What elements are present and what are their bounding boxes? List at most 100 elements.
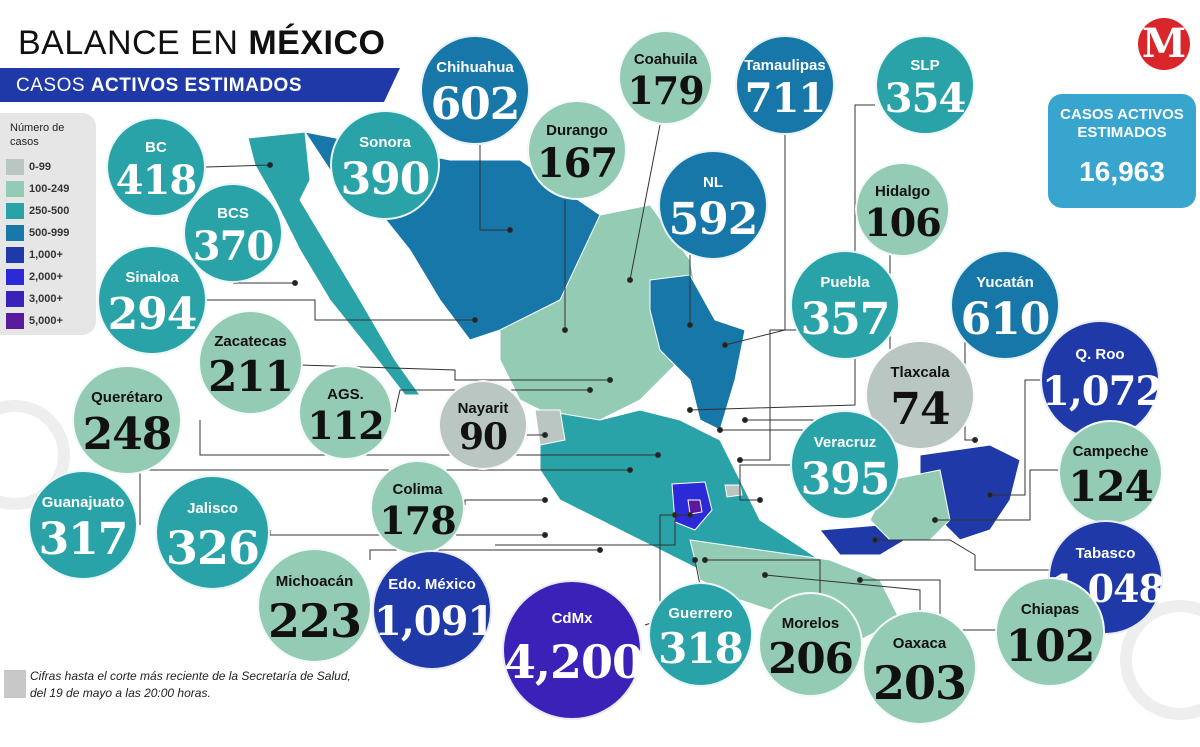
- legend-item: 5,000+: [6, 313, 63, 329]
- leader-line-oaxaca: [764, 574, 921, 610]
- state-name: Zacatecas: [214, 333, 287, 350]
- state-name: SLP: [910, 57, 940, 74]
- state-value: 318: [658, 624, 744, 673]
- state-value: 326: [165, 521, 260, 575]
- state-name: Campeche: [1072, 443, 1149, 460]
- leader-dot-veracruz: [757, 497, 763, 503]
- leader-dot-sinaloa: [472, 317, 478, 323]
- state-name: BC: [145, 139, 167, 156]
- state-name: Tlaxcala: [890, 364, 950, 381]
- state-name: Sinaloa: [125, 269, 179, 286]
- state-value: 211: [208, 352, 294, 401]
- state-bubble-hidalgo: Hidalgo 106: [855, 162, 950, 257]
- leader-line-zacatecas: [299, 364, 610, 381]
- page-title: BALANCE EN MÉXICO: [18, 24, 385, 63]
- state-name: Nayarit: [457, 400, 509, 417]
- leader-dot-bcs: [292, 280, 298, 286]
- state-value: 102: [1005, 621, 1096, 672]
- leader-dot-durango: [562, 327, 568, 333]
- state-value: 178: [379, 498, 456, 543]
- title-prefix: BALANCE EN: [18, 24, 239, 62]
- map-region-cdmx: [687, 499, 703, 515]
- state-value: 206: [768, 634, 854, 683]
- leader-dot-qroo: [987, 492, 993, 498]
- leader-dot-guerrero: [692, 557, 698, 563]
- state-bubble-chihuahua: Chihuahua 602: [420, 35, 530, 145]
- state-value: 602: [430, 79, 521, 130]
- state-value: 179: [627, 68, 704, 113]
- title-bold: MÉXICO: [248, 24, 386, 62]
- state-name: Guanajuato: [41, 494, 125, 511]
- state-name: Chiapas: [1020, 601, 1080, 618]
- leader-dot-guanajuato: [627, 467, 633, 473]
- state-value: 124: [1068, 462, 1154, 511]
- legend-swatch: [6, 269, 24, 285]
- state-name: Puebla: [820, 274, 870, 291]
- leader-dot-cdmx: [687, 512, 693, 518]
- leader-line-colima: [464, 499, 545, 505]
- leader-line-veracruz: [739, 464, 800, 501]
- map-region-baja: [247, 131, 421, 396]
- state-bubble-jalisco: Jalisco 326: [155, 475, 270, 590]
- state-bubble-michoacan: Michoacán 223: [257, 548, 372, 663]
- leader-line-edomex: [495, 515, 676, 546]
- leader-dot-queretaro: [655, 452, 661, 458]
- leader-line-chiapas: [860, 579, 1000, 631]
- state-value: 390: [340, 154, 431, 205]
- legend-swatch: [6, 313, 24, 329]
- legend-label: 1,000+: [29, 249, 63, 261]
- subtitle-bold: ACTIVOS ESTIMADOS: [90, 75, 302, 96]
- state-value: 223: [267, 594, 362, 648]
- state-name: Q. Roo: [1075, 346, 1125, 363]
- leader-dot-michoacan: [597, 547, 603, 553]
- leader-line-bc: [205, 164, 271, 168]
- leader-dot-zacatecas: [607, 377, 613, 383]
- leader-dot-puebla: [737, 457, 743, 463]
- state-name: Tamaulipas: [744, 57, 826, 74]
- leader-dot-slp: [687, 407, 693, 413]
- leader-line-qroo: [990, 379, 1040, 496]
- leader-line-michoacan: [369, 549, 600, 560]
- leader-dot-nl: [687, 322, 693, 328]
- state-value: 711: [744, 75, 827, 122]
- state-name: Hidalgo: [875, 183, 930, 200]
- state-bubble-ags: AGS. 112: [298, 365, 393, 460]
- state-name: Oaxaca: [892, 635, 947, 652]
- state-bubble-guerrero: Guerrero 318: [648, 582, 753, 687]
- total-cases-box: CASOS ACTIVOS ESTIMADOS 16,963: [1048, 94, 1196, 208]
- state-name: Michoacán: [275, 573, 354, 590]
- leader-line-morelos: [705, 559, 821, 595]
- state-bubble-queretaro: Querétaro 248: [72, 365, 182, 475]
- state-value: 317: [38, 514, 129, 565]
- subtitle-prefix: CASOS: [16, 75, 86, 96]
- state-bubble-cdmx: CdMx 4,200: [502, 580, 644, 720]
- legend-item: 2,000+: [6, 269, 63, 285]
- state-bubble-durango: Durango 167: [527, 100, 627, 200]
- state-bubble-bc: BC 418: [106, 117, 206, 217]
- legend-item: 500-999: [6, 225, 69, 241]
- state-bubble-bcs: BCS 370: [183, 183, 283, 283]
- legend-item: 250-500: [6, 203, 69, 219]
- total-cases-value: 16,963: [1079, 156, 1165, 187]
- state-bubble-oaxaca: Oaxaca 203: [862, 610, 977, 725]
- state-bubble-edomex: Edo. México 1,091: [372, 550, 495, 670]
- map-region-gray-nay: [534, 409, 566, 446]
- map-region-gray-tlax: [724, 484, 743, 498]
- legend-label: 250-500: [29, 205, 70, 217]
- milenio-logo: M: [1138, 18, 1190, 70]
- state-value: 592: [668, 194, 759, 245]
- legend-swatch: [6, 159, 24, 175]
- state-name: Guerrero: [668, 605, 733, 622]
- legend-swatch: [6, 225, 24, 241]
- state-name: Veracruz: [813, 434, 877, 451]
- state-value: 4,200: [504, 635, 644, 689]
- leader-line-tabasco: [875, 539, 1050, 571]
- leader-line-sinaloa: [205, 299, 475, 321]
- state-value: 203: [872, 656, 967, 710]
- leader-dot-tlaxcala: [742, 417, 748, 423]
- legend-label: 5,000+: [29, 315, 63, 327]
- state-bubble-sinaloa: Sinaloa 294: [97, 245, 207, 355]
- state-bubble-chiapas: Chiapas 102: [995, 577, 1105, 687]
- leader-dot-jalisco: [542, 532, 548, 538]
- state-name: AGS.: [327, 386, 364, 403]
